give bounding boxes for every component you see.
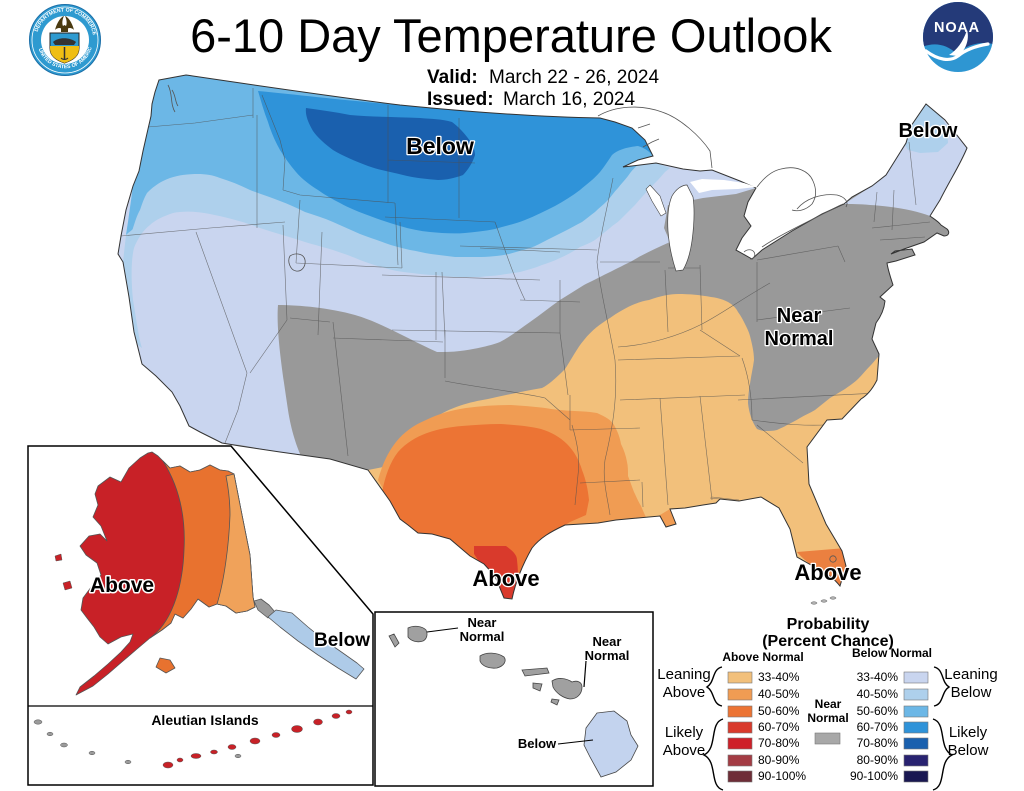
svg-text:90-100%: 90-100% [758, 769, 806, 783]
svg-text:50-60%: 50-60% [857, 704, 899, 718]
svg-text:Below: Below [899, 120, 958, 142]
svg-text:Valid:: Valid: [427, 67, 478, 88]
svg-text:Above: Above [663, 742, 706, 759]
svg-text:90-100%: 90-100% [850, 769, 898, 783]
svg-text:70-80%: 70-80% [758, 736, 800, 750]
svg-text:Near: Near [468, 615, 497, 630]
svg-text:80-90%: 80-90% [857, 753, 899, 767]
svg-text:Normal: Normal [460, 629, 505, 644]
svg-text:Above: Above [472, 566, 539, 591]
svg-text:Below: Below [314, 630, 370, 651]
svg-text:Issued:: Issued: [427, 89, 494, 110]
svg-text:Normal: Normal [807, 711, 848, 725]
svg-text:Below: Below [518, 736, 557, 751]
svg-text:50-60%: 50-60% [758, 704, 800, 718]
svg-text:Normal: Normal [585, 648, 630, 663]
svg-text:80-90%: 80-90% [758, 753, 800, 767]
svg-text:March 22 - 26, 2024: March 22 - 26, 2024 [489, 67, 659, 88]
svg-text:Likely: Likely [665, 724, 704, 741]
svg-text:Above: Above [90, 574, 154, 597]
svg-text:Below: Below [406, 133, 474, 159]
svg-text:33-40%: 33-40% [857, 670, 899, 684]
svg-text:33-40%: 33-40% [758, 670, 800, 684]
svg-text:Near: Near [593, 634, 622, 649]
svg-text:6-10 Day Temperature Outlook: 6-10 Day Temperature Outlook [190, 9, 832, 62]
svg-text:Aleutian Islands: Aleutian Islands [151, 712, 259, 728]
svg-text:40-50%: 40-50% [758, 687, 800, 701]
svg-text:Above: Above [663, 684, 706, 701]
svg-text:Leaning: Leaning [944, 666, 997, 683]
svg-text:Below: Below [948, 742, 989, 759]
svg-text:Near: Near [777, 305, 822, 327]
svg-text:Below Normal: Below Normal [852, 646, 932, 660]
svg-text:Near: Near [815, 697, 842, 711]
svg-text:Leaning: Leaning [657, 666, 710, 683]
svg-text:March 16, 2024: March 16, 2024 [503, 89, 635, 110]
svg-text:60-70%: 60-70% [758, 720, 800, 734]
svg-text:Below: Below [951, 684, 992, 701]
svg-text:NOAA: NOAA [934, 20, 980, 36]
svg-text:70-80%: 70-80% [857, 736, 899, 750]
svg-text:Above Normal: Above Normal [722, 650, 803, 664]
svg-text:(Percent Chance): (Percent Chance) [762, 633, 894, 650]
svg-text:Above: Above [794, 560, 861, 585]
svg-text:Likely: Likely [949, 724, 988, 741]
svg-text:60-70%: 60-70% [857, 720, 899, 734]
svg-text:Normal: Normal [765, 328, 834, 350]
svg-text:40-50%: 40-50% [857, 687, 899, 701]
svg-text:Probability: Probability [787, 616, 870, 633]
